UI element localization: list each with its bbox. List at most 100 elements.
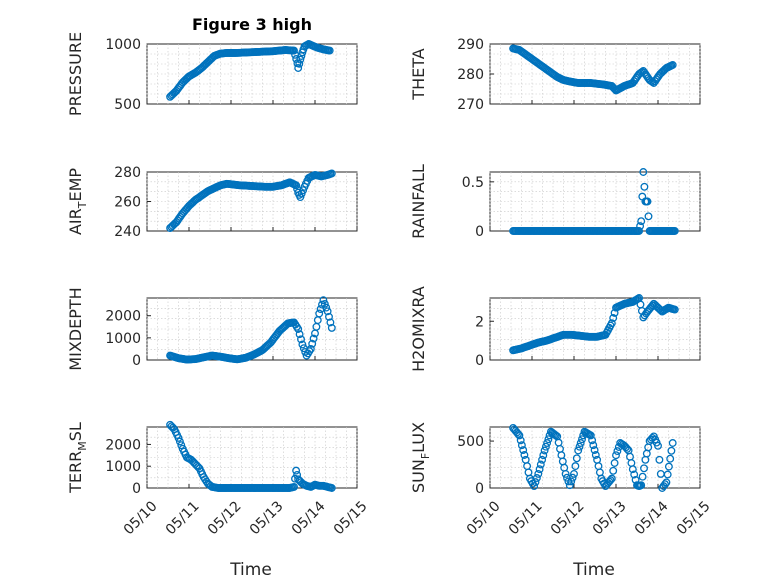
data-point <box>668 61 677 69</box>
data-point <box>576 439 585 447</box>
subplot-theta: 270 280 290 THETA <box>409 37 701 113</box>
data-point <box>574 446 583 455</box>
data-point <box>516 436 525 445</box>
y-tick-label: 0 <box>475 481 484 497</box>
data-point <box>319 296 328 305</box>
y-tick-label: 1000 <box>105 331 141 347</box>
x-tick-label: 05/12 <box>548 498 588 538</box>
data-point <box>535 465 544 474</box>
data-point <box>295 59 304 68</box>
data-point <box>309 334 318 343</box>
y-tick-label: 0.5 <box>462 175 484 191</box>
data-series <box>509 44 677 95</box>
subplot-pressure: 500 1000 PRESSURE <box>66 32 358 116</box>
data-point <box>561 469 570 478</box>
data-point <box>291 474 299 483</box>
data-point <box>316 305 325 314</box>
data-point <box>609 466 618 475</box>
data-point <box>590 446 599 455</box>
data-series <box>509 294 679 355</box>
x-axis-label-left: Time <box>229 560 272 580</box>
y-axis-label: RAINFALL <box>409 164 428 239</box>
data-series <box>166 40 334 101</box>
subplot-mixdepth: 0 1000 2000 MIXDEPTH <box>66 287 358 371</box>
data-point <box>297 335 305 344</box>
data-point <box>292 181 301 190</box>
data-point <box>572 454 581 463</box>
data-point <box>325 46 334 55</box>
y-tick-label: 240 <box>114 224 141 240</box>
y-axis-label: THETA <box>409 48 428 100</box>
data-point <box>635 227 644 235</box>
data-point <box>570 469 578 478</box>
data-point <box>551 431 560 440</box>
y-axis-label: PRESSURE <box>66 32 85 116</box>
data-point <box>327 484 336 492</box>
data-point <box>517 441 526 450</box>
data-point <box>294 64 303 72</box>
data-point <box>636 222 645 231</box>
data-point <box>322 303 331 312</box>
data-point <box>637 217 646 226</box>
y-tick-label: 290 <box>457 37 484 53</box>
data-point <box>296 55 305 64</box>
data-point <box>568 473 577 482</box>
y-tick-label: 1000 <box>105 459 141 475</box>
data-point <box>612 451 620 460</box>
data-point <box>175 437 184 446</box>
x-tick-label: 05/11 <box>506 498 546 538</box>
y-tick-label: 270 <box>457 97 484 113</box>
data-point <box>327 323 336 332</box>
x-tick-label: 05/13 <box>247 498 287 538</box>
y-tick-label: 280 <box>457 67 484 83</box>
data-point <box>578 435 586 444</box>
data-point <box>323 307 332 316</box>
data-point <box>667 446 676 455</box>
data-point <box>292 466 301 475</box>
data-point <box>640 464 648 473</box>
data-point <box>296 193 305 202</box>
y-tick-label: 1000 <box>105 37 141 53</box>
subplot-rainfall: 0 0.5 RAINFALL <box>409 164 701 240</box>
data-point <box>575 442 584 451</box>
subplot-h2omixra: 0 2 H2OMIXRA <box>409 286 701 372</box>
data-point <box>637 481 646 490</box>
data-point <box>670 227 679 235</box>
data-point <box>514 429 523 438</box>
subplot-terr-msl: 0 1000 2000 05/10 05/11 05/12 05/13 05/14 05/15 T… <box>66 420 371 538</box>
data-series <box>166 420 336 492</box>
data-point <box>520 451 529 459</box>
y-axis-label: SUNFLUX <box>409 422 432 493</box>
x-tick-label: 05/10 <box>121 498 161 538</box>
y-tick-label: 500 <box>114 97 141 113</box>
data-point <box>639 168 648 176</box>
data-point <box>623 444 632 453</box>
data-point <box>544 435 553 444</box>
x-tick-label: 05/15 <box>331 498 371 538</box>
data-series <box>509 423 677 492</box>
data-point <box>654 441 662 450</box>
data-point <box>534 469 543 478</box>
data-point <box>664 462 673 471</box>
data-point <box>294 325 303 333</box>
data-series <box>166 296 336 364</box>
data-point <box>541 442 550 451</box>
data-point <box>565 481 574 490</box>
data-point <box>515 431 524 440</box>
data-point <box>586 431 595 440</box>
data-point <box>315 309 324 318</box>
data-point <box>589 441 598 450</box>
x-tick-label: 05/13 <box>590 498 630 538</box>
x-tick-label: 05/15 <box>674 498 714 538</box>
data-point <box>519 446 528 455</box>
data-point <box>295 330 304 339</box>
x-tick-label: 05/11 <box>163 498 203 538</box>
y-axis-label: AIRTEMP <box>66 168 89 235</box>
data-point <box>661 480 669 489</box>
data-point <box>668 439 677 447</box>
y-tick-label: 2000 <box>105 437 141 453</box>
data-point <box>628 465 637 474</box>
data-point <box>530 482 539 491</box>
